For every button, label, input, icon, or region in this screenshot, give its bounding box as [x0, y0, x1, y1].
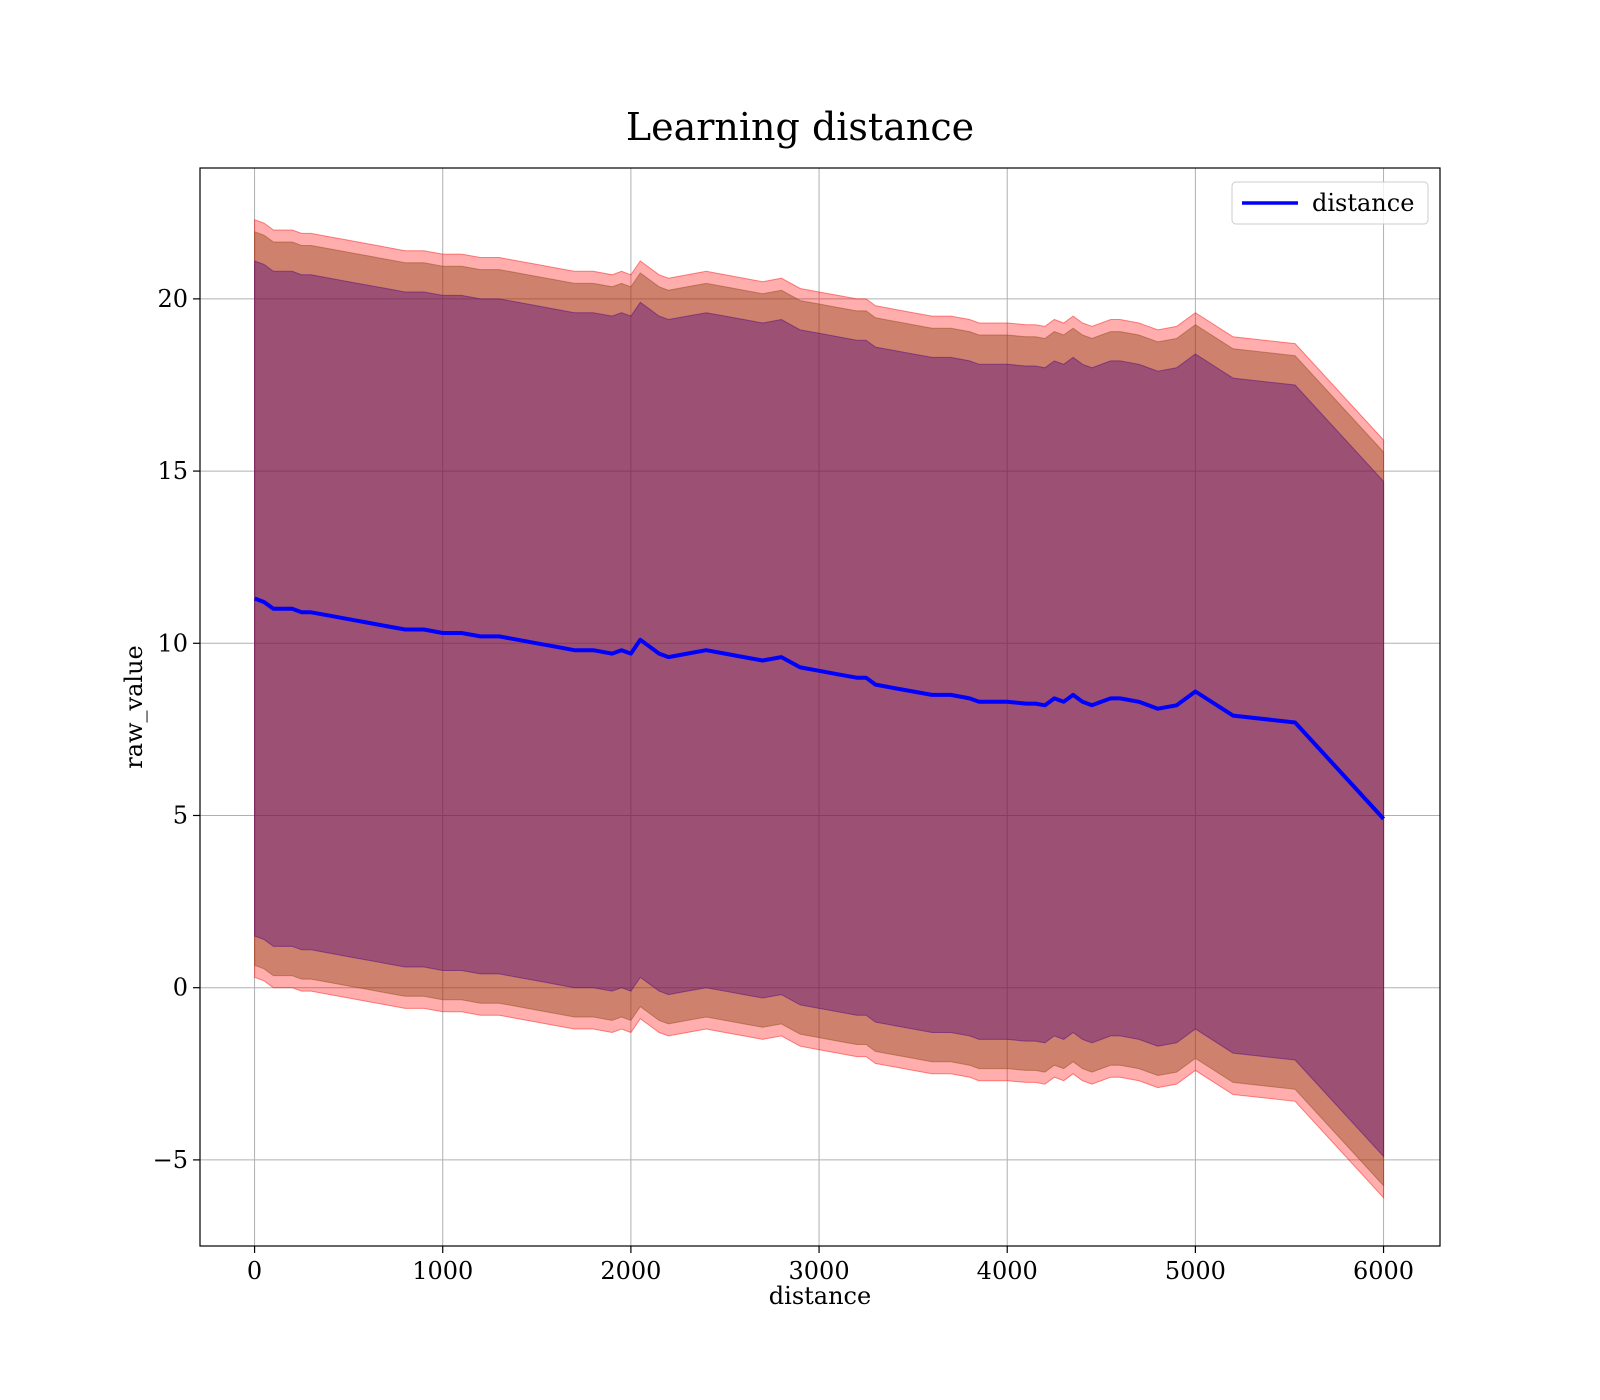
legend: distance — [1231, 181, 1429, 225]
x-tick-label: 4000 — [977, 1257, 1038, 1285]
y-tick-label: 15 — [157, 457, 188, 485]
x-tick-label: 3000 — [789, 1257, 850, 1285]
x-tick-label: 5000 — [1165, 1257, 1226, 1285]
plot-frame — [199, 167, 1441, 1247]
middle-band — [254, 230, 1385, 1187]
y-axis-label: raw_value — [120, 645, 148, 769]
axis-ticks: 0 1000 2000 3000 4000 5000 6000 −5 0 5 10 15 20 — [153, 285, 1414, 1285]
outer-band — [254, 218, 1385, 1200]
series-line-distance — [253, 596, 1386, 821]
y-tick-label: 20 — [157, 285, 188, 313]
x-tick-label: 1000 — [412, 1257, 473, 1285]
chart-title: Learning distance — [626, 105, 974, 149]
legend-box — [1231, 181, 1429, 225]
inner-band — [254, 260, 1385, 1158]
legend-label: distance — [1312, 189, 1414, 217]
y-tick-label: 0 — [173, 974, 188, 1002]
x-tick-label: 2000 — [600, 1257, 661, 1285]
y-tick-label: 10 — [157, 629, 188, 657]
grid — [200, 168, 1440, 1246]
x-tick-label: 0 — [247, 1257, 262, 1285]
series-lines — [253, 596, 1386, 821]
confidence-bands — [254, 218, 1385, 1200]
y-tick-label: −5 — [153, 1146, 188, 1174]
x-tick-label: 6000 — [1353, 1257, 1414, 1285]
x-axis-label: distance — [769, 1282, 871, 1310]
y-tick-label: 5 — [173, 801, 188, 829]
